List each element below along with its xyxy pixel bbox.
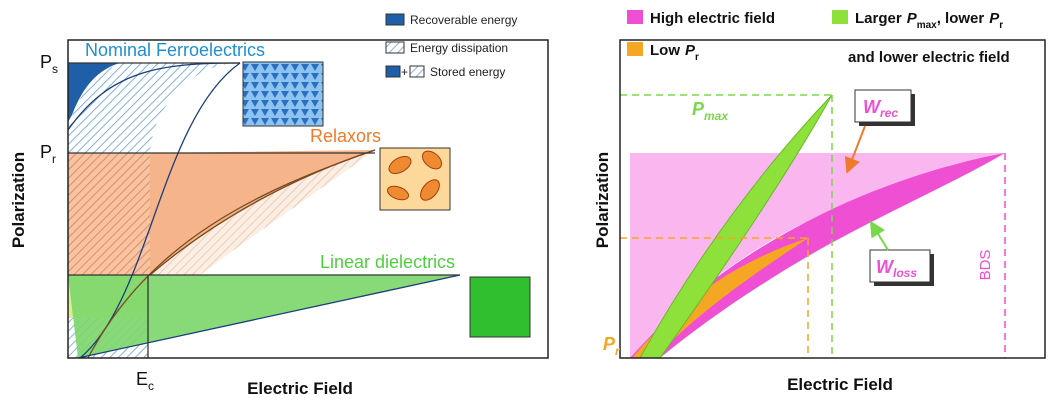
text-part: rec xyxy=(880,106,898,120)
frame xyxy=(619,39,1046,359)
relaxor-domains xyxy=(379,147,451,211)
wloss-arrow xyxy=(869,220,889,251)
right-panel: High electric field Low Pr Larger Pmax, lo… xyxy=(593,10,1046,394)
text-part: P xyxy=(40,52,52,72)
region-label: Relaxors xyxy=(310,126,381,146)
text-part: P xyxy=(989,10,1000,27)
legend-label: Low Pr xyxy=(650,42,699,63)
y-axis-label: Polarization xyxy=(593,152,612,248)
relaxor-recoverable xyxy=(150,150,375,275)
relaxor-loss xyxy=(150,150,375,275)
pr-label: Pr xyxy=(603,334,621,358)
text-part: r xyxy=(999,20,1003,31)
wrec-area xyxy=(630,153,1005,358)
ferro-domains xyxy=(242,61,324,127)
legend-label: Stored energy xyxy=(430,65,505,79)
guides xyxy=(620,94,1006,358)
wrec-label: Wrec xyxy=(863,97,898,120)
recoverable-area xyxy=(68,63,120,122)
text-part: c xyxy=(148,379,154,393)
text-part: W xyxy=(876,257,895,277)
pmax-label: Pmax xyxy=(692,99,729,123)
frame xyxy=(67,39,549,359)
wloss-label: Wloss xyxy=(876,257,917,280)
text-part: r xyxy=(615,344,621,358)
region-label: Linear dielectrics xyxy=(320,252,455,272)
wrec-box xyxy=(854,89,912,123)
relaxor-dissipation xyxy=(68,153,150,275)
text-part: Larger xyxy=(855,10,902,27)
pr-label: Pr xyxy=(40,142,56,166)
text-part: W xyxy=(863,97,882,117)
text-part: Low xyxy=(650,42,680,59)
text-part: loss xyxy=(893,266,917,280)
wrec-arrow xyxy=(844,125,866,174)
text-part: P xyxy=(907,10,918,27)
text-part: r xyxy=(695,52,699,63)
x-axis-label: Electric Field xyxy=(247,379,353,398)
bds-label: BDS xyxy=(977,250,994,281)
dissipation-area xyxy=(68,63,240,153)
text-part: E xyxy=(136,369,148,389)
text-part: , lower xyxy=(937,10,985,27)
text-part: P xyxy=(603,334,616,354)
y-axis-label: Polarization xyxy=(9,152,28,248)
wloss-area xyxy=(630,153,1005,358)
legend-label: Recoverable energy xyxy=(410,13,517,27)
legend: High electric field Low Pr Larger Pmax, lo… xyxy=(627,10,1010,66)
text-part: P xyxy=(40,142,52,162)
linear-box xyxy=(469,276,531,338)
text-part: r xyxy=(52,152,56,166)
legend-label: High electric field xyxy=(650,10,775,27)
legend-label: and lower electric field xyxy=(848,49,1010,66)
text-part: max xyxy=(704,109,729,123)
text-part: max xyxy=(917,20,937,31)
ec-label: Ec xyxy=(136,369,154,393)
left-panel: Recoverable energy Energy dissipation + … xyxy=(9,13,549,398)
text-part: s xyxy=(52,62,58,76)
legend-label: Energy dissipation xyxy=(410,41,508,55)
region-label: Nominal Ferroelectrics xyxy=(85,40,265,60)
legend-label: Larger Pmax, lower Pr xyxy=(855,10,1003,31)
text-part: P xyxy=(685,42,696,59)
svg-text:+: + xyxy=(401,65,408,79)
x-axis-label: Electric Field xyxy=(787,375,893,394)
legend: Recoverable energy Energy dissipation + … xyxy=(385,13,517,79)
loops xyxy=(67,62,461,359)
text-part: P xyxy=(692,99,705,119)
wloss-box xyxy=(869,249,931,283)
ps-label: Ps xyxy=(40,52,58,76)
